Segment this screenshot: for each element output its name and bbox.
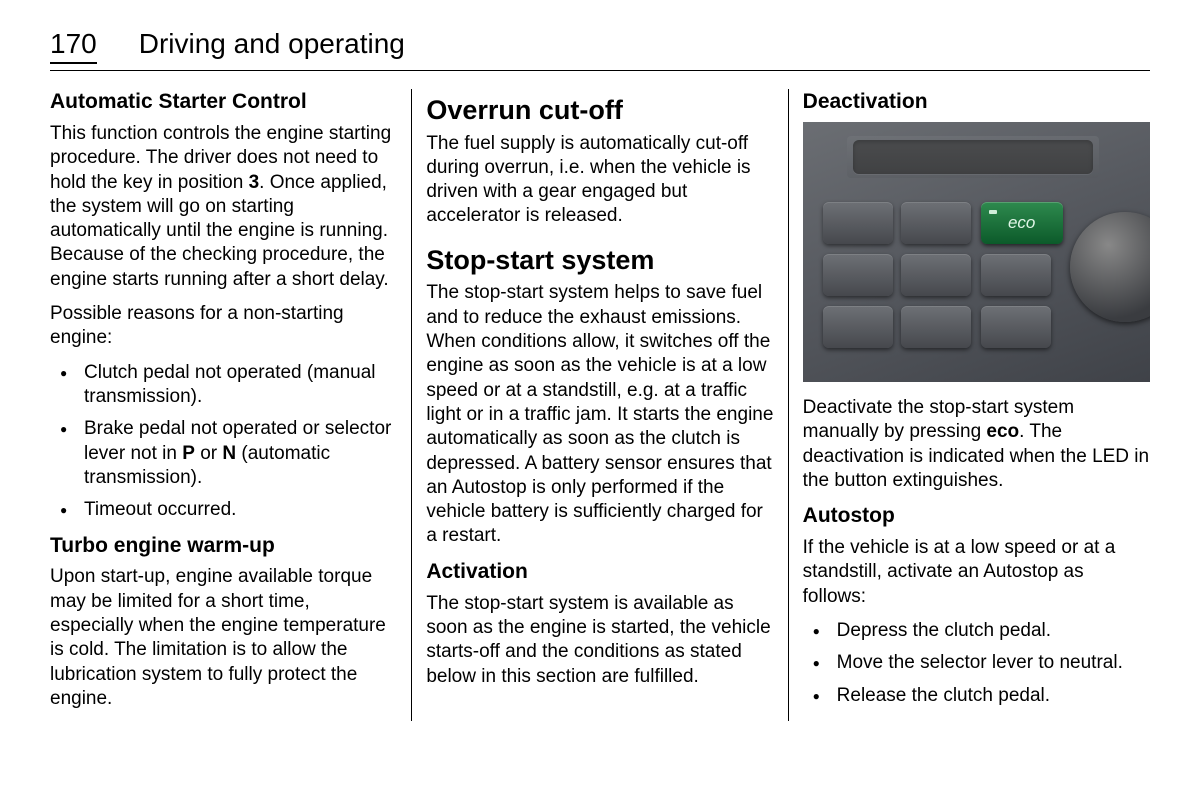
- dash-knob: [1070, 212, 1150, 322]
- body-text: The stop-start system is available as so…: [426, 592, 773, 689]
- list-item: Clutch pedal not operated (manual transm…: [50, 361, 397, 410]
- heading-autostop: Autostop: [803, 503, 1150, 530]
- body-text: Upon start-up, engine available torque m…: [50, 565, 397, 711]
- body-text: The stop-start system helps to save fuel…: [426, 281, 773, 548]
- heading-overrun: Overrun cut-off: [426, 93, 773, 128]
- body-text: This function controls the engine starti…: [50, 122, 397, 292]
- body-text: Deactivate the stop-start system manuall…: [803, 396, 1150, 493]
- eco-label: eco: [1008, 212, 1035, 234]
- body-text: Possible reasons for a non-starting engi…: [50, 302, 397, 351]
- page-header: 170 Driving and operating: [50, 28, 1150, 71]
- reason-list: Clutch pedal not operated (manual transm…: [50, 361, 397, 523]
- heading-stopstart: Stop-start system: [426, 243, 773, 278]
- content-columns: Automatic Starter Control This function …: [50, 89, 1150, 721]
- heading-turbo-warmup: Turbo engine warm-up: [50, 533, 397, 560]
- chapter-title: Driving and operating: [139, 28, 405, 60]
- heading-activation: Activation: [426, 559, 773, 586]
- heading-deactivation: Deactivation: [803, 89, 1150, 116]
- list-item: Move the selector lever to neutral.: [803, 651, 1150, 675]
- dash-button: [823, 202, 893, 244]
- body-text: The fuel supply is automatically cut-off…: [426, 132, 773, 229]
- autostop-list: Depress the clutch pedal. Move the selec…: [803, 619, 1150, 708]
- column-2: Overrun cut-off The fuel supply is autom…: [411, 89, 787, 721]
- body-text: If the vehicle is at a low speed or at a…: [803, 536, 1150, 609]
- dashboard-photo: eco: [803, 122, 1150, 382]
- list-item: Timeout occurred.: [50, 498, 397, 522]
- heading-automatic-starter: Automatic Starter Control: [50, 89, 397, 116]
- column-1: Automatic Starter Control This function …: [50, 89, 411, 721]
- eco-button: eco: [981, 202, 1063, 244]
- column-3: Deactivation eco Deactivate the stop-sta…: [788, 89, 1150, 721]
- dash-button: [981, 306, 1051, 348]
- page-number: 170: [50, 28, 97, 64]
- list-item: Release the clutch pedal.: [803, 684, 1150, 708]
- dash-button: [981, 254, 1051, 296]
- eco-led-icon: [989, 210, 997, 214]
- list-item: Depress the clutch pedal.: [803, 619, 1150, 643]
- dash-button: [823, 254, 893, 296]
- dash-button: [901, 254, 971, 296]
- dash-button: [823, 306, 893, 348]
- dash-button: [901, 202, 971, 244]
- dash-button: [901, 306, 971, 348]
- list-item: Brake pedal not operated or selector lev…: [50, 417, 397, 490]
